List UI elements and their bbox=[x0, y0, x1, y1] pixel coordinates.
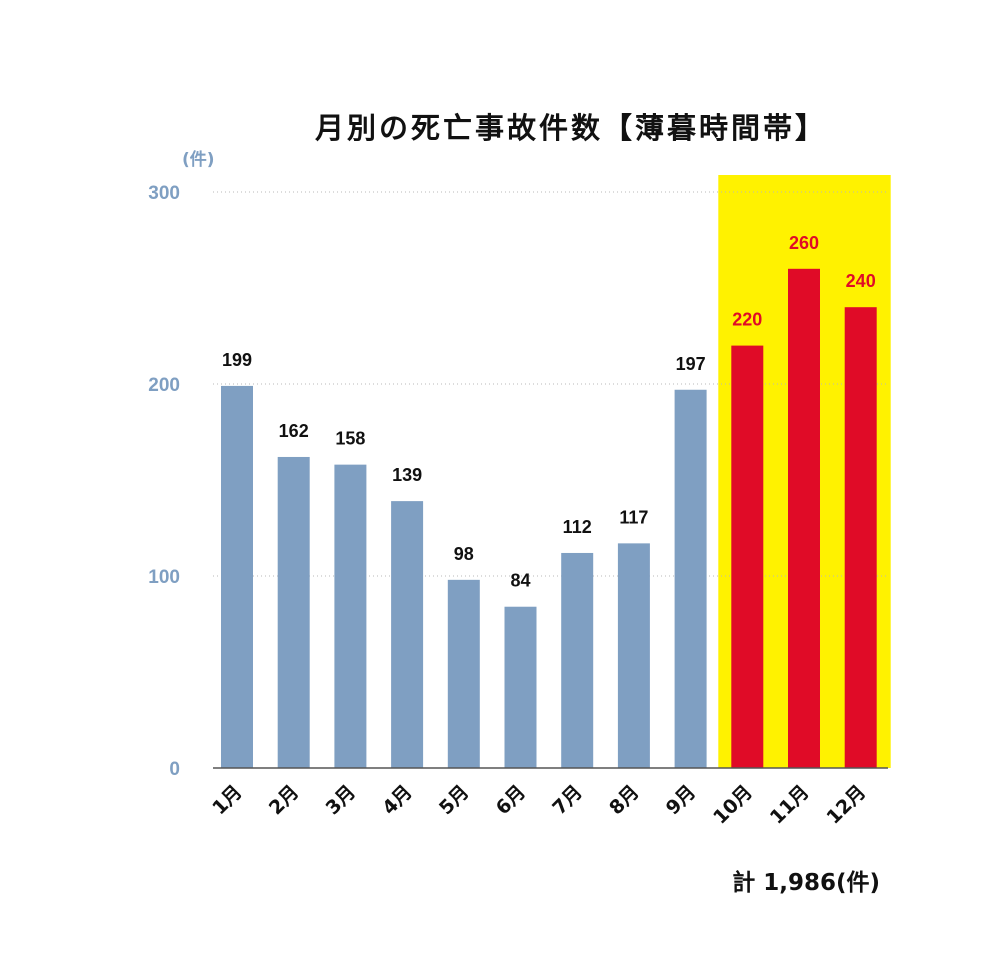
chart-title: 月別の死亡事故件数【薄暮時間帯】 bbox=[314, 111, 827, 145]
bars bbox=[221, 268, 877, 768]
value-label: 84 bbox=[510, 571, 530, 591]
bar-3月 bbox=[334, 464, 367, 768]
y-tick-label: 0 bbox=[169, 759, 180, 780]
y-axis-unit-label: (件) bbox=[182, 149, 215, 170]
bar-6月 bbox=[504, 606, 537, 768]
bar-2月 bbox=[277, 456, 310, 768]
category-label: 9月 bbox=[662, 781, 700, 819]
value-label: 240 bbox=[846, 271, 876, 291]
value-label: 98 bbox=[454, 544, 474, 564]
value-label: 199 bbox=[222, 350, 252, 370]
bar-1月 bbox=[221, 385, 253, 768]
category-label: 6月 bbox=[492, 781, 530, 819]
value-label: 112 bbox=[563, 517, 592, 537]
bar-5月 bbox=[447, 579, 480, 768]
bar-7月 bbox=[561, 552, 594, 768]
y-tick-label: 200 bbox=[148, 375, 180, 396]
bar-8月 bbox=[617, 543, 650, 768]
value-label: 117 bbox=[619, 507, 648, 527]
bar-10月 bbox=[731, 345, 764, 768]
bar-4月 bbox=[391, 501, 424, 768]
category-label: 7月 bbox=[548, 781, 586, 819]
bar-9月 bbox=[674, 389, 707, 768]
category-label: 4月 bbox=[378, 781, 416, 819]
y-axis-ticks: 0 100 200 300 bbox=[148, 183, 180, 780]
value-labels: 199 162 158 139 98 84 112 117 197 220 260 240 bbox=[222, 233, 876, 591]
y-tick-label: 100 bbox=[148, 567, 180, 588]
value-label: 260 bbox=[789, 233, 819, 253]
category-label: 10月 bbox=[709, 781, 757, 829]
y-tick-label: 300 bbox=[148, 183, 180, 204]
gridlines bbox=[213, 191, 888, 577]
bar-11月 bbox=[788, 268, 820, 768]
value-label: 162 bbox=[279, 421, 309, 441]
category-label: 3月 bbox=[322, 781, 360, 819]
bar-12月 bbox=[844, 307, 877, 768]
category-label: 2月 bbox=[265, 781, 303, 819]
value-label: 158 bbox=[335, 429, 365, 449]
value-label: 197 bbox=[676, 354, 706, 374]
category-label: 1月 bbox=[208, 781, 246, 819]
value-label: 139 bbox=[392, 465, 422, 485]
category-label: 8月 bbox=[605, 781, 643, 819]
category-label: 5月 bbox=[435, 781, 473, 819]
x-axis-category-labels: 1月 2月 3月 4月 5月 6月 7月 8月 9月 10月 11月 12月 bbox=[208, 781, 870, 829]
value-label: 220 bbox=[732, 310, 762, 330]
category-label: 12月 bbox=[823, 781, 871, 829]
category-label: 11月 bbox=[766, 781, 814, 829]
total-count-label: 計 1,986(件) bbox=[732, 869, 880, 896]
